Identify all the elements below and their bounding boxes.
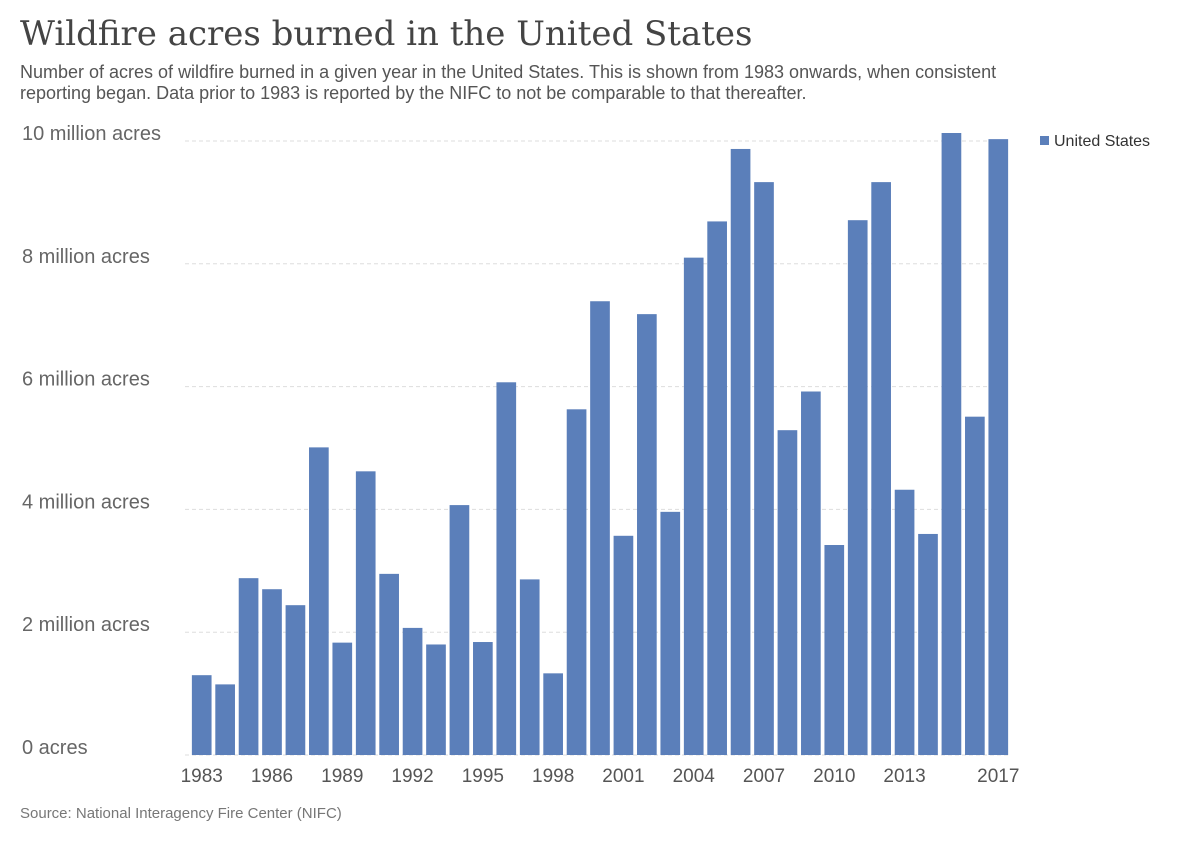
bar bbox=[590, 301, 610, 755]
bar bbox=[215, 684, 235, 755]
bar bbox=[730, 148, 751, 755]
x-tick-label: 1986 bbox=[251, 766, 293, 787]
bar bbox=[285, 605, 306, 755]
bar bbox=[566, 409, 587, 755]
chart-subtitle: Number of acres of wildfire burned in a … bbox=[20, 62, 997, 103]
bar bbox=[894, 489, 915, 755]
bar bbox=[355, 471, 376, 755]
x-tick-label: 2004 bbox=[673, 766, 716, 787]
bar bbox=[965, 416, 985, 755]
bar bbox=[238, 578, 259, 755]
bar bbox=[519, 579, 540, 755]
bar bbox=[847, 220, 868, 755]
bar bbox=[613, 535, 634, 755]
bar bbox=[309, 447, 329, 755]
bar bbox=[824, 545, 845, 755]
bar bbox=[871, 182, 891, 756]
bar bbox=[801, 391, 821, 755]
source-note: Source: National Interagency Fire Center… bbox=[20, 805, 342, 822]
bar bbox=[262, 589, 282, 755]
legend-swatch bbox=[1040, 136, 1049, 145]
y-tick-label: 2 million acres bbox=[22, 614, 150, 636]
legend-label: United States bbox=[1054, 133, 1150, 150]
bar bbox=[379, 573, 399, 755]
bar bbox=[707, 221, 727, 755]
y-tick-label: 10 million acres bbox=[22, 123, 161, 145]
x-tick-label: 1995 bbox=[462, 766, 504, 787]
y-tick-label: 0 acres bbox=[22, 737, 88, 759]
x-tick-label: 1998 bbox=[532, 766, 574, 787]
x-tick-label: 2001 bbox=[602, 766, 644, 787]
bar bbox=[777, 430, 798, 755]
bar bbox=[988, 139, 1009, 755]
y-tick-label: 6 million acres bbox=[22, 369, 150, 391]
y-tick-label: 4 million acres bbox=[22, 491, 150, 513]
bar bbox=[683, 257, 704, 755]
x-tick-label: 2010 bbox=[813, 766, 855, 787]
x-tick-label: 2007 bbox=[743, 766, 785, 787]
bar bbox=[332, 642, 353, 755]
bar bbox=[754, 182, 774, 756]
bar bbox=[402, 627, 423, 755]
bar bbox=[449, 505, 470, 755]
bar bbox=[496, 382, 517, 755]
x-tick-label: 1992 bbox=[391, 766, 433, 787]
x-tick-label: 1989 bbox=[321, 766, 363, 787]
x-tick-label: 2017 bbox=[977, 766, 1019, 787]
bar bbox=[473, 642, 493, 755]
bar bbox=[191, 675, 212, 755]
bar bbox=[941, 133, 962, 755]
bar bbox=[543, 673, 563, 755]
bar bbox=[637, 314, 657, 755]
bar bbox=[918, 533, 938, 755]
x-tick-label: 1983 bbox=[181, 766, 223, 787]
bar bbox=[426, 644, 446, 755]
bar bbox=[660, 511, 681, 755]
y-tick-label: 8 million acres bbox=[22, 246, 150, 268]
chart-title: Wildfire acres burned in the United Stat… bbox=[20, 14, 753, 54]
x-tick-label: 2013 bbox=[883, 766, 925, 787]
